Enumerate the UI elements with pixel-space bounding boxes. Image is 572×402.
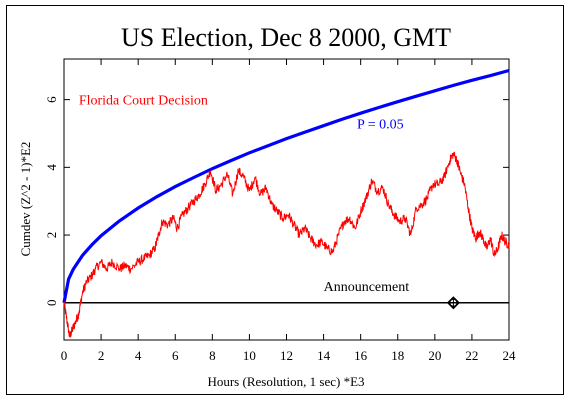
x-tick-label: 10	[243, 348, 256, 363]
y-axis: 0 2 4 6	[44, 96, 509, 306]
x-tick-label: 16	[354, 348, 368, 363]
x-tick-label: 18	[391, 348, 404, 363]
x-tick-label: 20	[428, 348, 441, 363]
annotation-text: Florida Court Decision	[79, 94, 208, 109]
y-axis-label: Cumdev (Z^2 - 1)*E2	[18, 142, 33, 257]
x-tick-label: 24	[503, 348, 517, 363]
announcement-marker	[446, 296, 460, 310]
x-tick-label: 22	[465, 348, 478, 363]
annotation-text: Announcement	[324, 280, 410, 295]
y-tick-label: 2	[44, 232, 59, 239]
annotation-text: P = 0.05	[357, 117, 404, 132]
x-axis-label: Hours (Resolution, 1 sec) *E3	[207, 374, 364, 389]
x-tick-label: 6	[172, 348, 179, 363]
annotation-layer: Florida Court Decision P = 0.05 Announceme…	[79, 94, 460, 310]
chart-title: US Election, Dec 8 2000, GMT	[121, 23, 451, 52]
y-tick-label: 6	[44, 96, 59, 103]
series-layer	[62, 68, 510, 339]
cumdev-line	[63, 151, 510, 339]
y-tick-label: 0	[44, 300, 59, 307]
x-tick-label: 4	[135, 348, 142, 363]
chart-frame	[6, 5, 564, 395]
x-tick-label: 2	[98, 348, 105, 363]
y-tick-label: 4	[44, 164, 59, 171]
x-tick-label: 0	[61, 348, 68, 363]
x-axis: 0 2 4 6 8 10 12 14 16 18 20 22 24	[61, 59, 516, 363]
x-tick-label: 12	[280, 348, 293, 363]
p-envelope-line	[62, 68, 510, 304]
x-tick-label: 8	[209, 348, 216, 363]
x-tick-label: 14	[317, 348, 331, 363]
